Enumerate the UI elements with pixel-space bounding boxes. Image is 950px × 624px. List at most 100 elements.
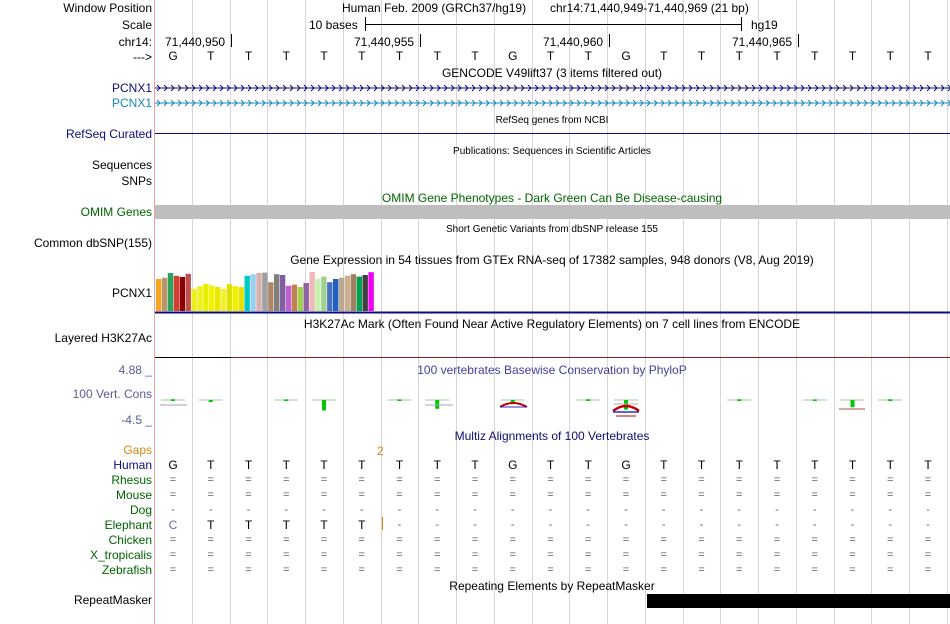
alignment-base: - <box>850 519 855 531</box>
phylop-max-label: 4.88 _ <box>118 363 152 377</box>
repeat-track-title[interactable]: Repeating Elements by RepeatMasker <box>449 579 655 593</box>
gencode-gene-label-2[interactable]: PCNX1 <box>111 96 152 110</box>
strand-chevron <box>520 84 525 92</box>
alignment-base: = <box>773 474 781 486</box>
species-label[interactable]: Zebrafish <box>101 563 152 577</box>
snps-track-label[interactable]: SNPs <box>121 174 152 188</box>
strand-chevron <box>919 99 924 107</box>
alignment-base: = <box>660 564 667 576</box>
strand-chevron <box>345 84 350 92</box>
strand-chevron <box>562 84 567 92</box>
multiz-track-title[interactable]: Multiz Alignments of 100 Vertebrates <box>454 429 650 443</box>
dbsnp-track-label[interactable]: Common dbSNP(155) <box>33 236 152 250</box>
strand-chevron <box>541 99 546 107</box>
gencode-transcript-1 <box>155 84 950 92</box>
gtex-tissue-bar <box>220 289 227 311</box>
species-label[interactable]: Dog <box>129 503 152 517</box>
strand-chevron <box>289 99 294 107</box>
reference-base: T <box>584 49 592 63</box>
gtex-expression-chart[interactable] <box>155 266 950 316</box>
strand-chevron <box>436 99 441 107</box>
strand-chevron <box>415 99 420 107</box>
strand-chevron <box>597 84 602 92</box>
alignment-base: - <box>322 504 326 516</box>
reference-base: T <box>358 49 366 63</box>
h3k27ac-track-title[interactable]: H3K27Ac Mark (Often Found Near Active Re… <box>303 317 801 331</box>
alignment-base: = <box>773 564 781 576</box>
pubs-track-title[interactable]: Publications: Sequences in Scientific Ar… <box>453 146 651 157</box>
gencode-track-title[interactable]: GENCODE V49lift37 (3 items filtered out) <box>441 66 663 80</box>
alignment-base: T <box>433 458 441 472</box>
refseq-gene-line[interactable] <box>155 133 950 134</box>
species-label[interactable]: Chicken <box>108 533 152 547</box>
species-label[interactable]: Human <box>113 458 152 472</box>
strand-chevron <box>625 99 630 107</box>
strand-chevron <box>401 99 406 107</box>
strand-chevron <box>639 84 644 92</box>
species-label[interactable]: Elephant <box>104 518 152 532</box>
species-label[interactable]: Rhesus <box>111 473 152 487</box>
alignment-base: = <box>660 474 667 486</box>
refseq-track-title[interactable]: RefSeq genes from NCBI <box>495 115 609 126</box>
gencode-gene-label-1[interactable]: PCNX1 <box>111 81 152 95</box>
strand-chevron <box>667 84 672 92</box>
gtex-tissue-bar <box>327 282 333 311</box>
strand-chevron <box>156 84 161 92</box>
phylop-min-label: -4.5 _ <box>121 413 152 427</box>
gencode-gene-models[interactable] <box>155 82 950 110</box>
gtex-tissue-bar <box>203 283 209 311</box>
sequences-track-label[interactable]: Sequences <box>91 158 152 172</box>
strand-chevron <box>758 84 763 92</box>
strand-chevron <box>646 99 651 107</box>
alignment-base: - <box>171 504 175 516</box>
gtex-tissue-bar <box>167 273 174 311</box>
gtex-track-title[interactable]: Gene Expression in 54 tissues from GTEx … <box>290 253 814 267</box>
strand-chevron <box>590 84 595 92</box>
strand-chevron <box>492 99 497 107</box>
alignment-base: - <box>435 519 440 531</box>
repeat-element-block[interactable] <box>647 594 950 608</box>
alignment-base: = <box>434 534 441 546</box>
browser-track-area[interactable]: Human Feb. 2009 (GRCh37/hg19) chr14:71,4… <box>155 0 950 624</box>
strand-chevron <box>387 99 392 107</box>
phylop-track-label[interactable]: 100 Vert. Cons <box>72 387 152 401</box>
phylop-conservation-plot[interactable] <box>155 385 950 425</box>
alignment-base: = <box>849 564 856 576</box>
gtex-tissue-bar <box>244 275 250 311</box>
strand-chevron <box>856 84 861 92</box>
strand-chevron <box>688 84 693 92</box>
strand-chevron <box>772 99 777 107</box>
strand-chevron <box>793 99 798 107</box>
strand-chevron <box>457 84 462 92</box>
repeatmasker-track-label[interactable]: RepeatMasker <box>73 593 152 607</box>
phylop-score-bar <box>586 399 591 401</box>
strand-chevron <box>240 84 245 92</box>
strand-chevron <box>786 84 791 92</box>
omim-track-title[interactable]: OMIM Gene Phenotypes - Dark Green Can Be… <box>381 191 723 205</box>
omim-gene-bar[interactable] <box>155 205 950 219</box>
strand-chevron <box>933 84 938 92</box>
alignment-base: = <box>811 549 818 561</box>
strand-chevron <box>660 84 665 92</box>
assembly-title: Human Feb. 2009 (GRCh37/hg19) <box>342 1 527 15</box>
refseq-track-label[interactable]: RefSeq Curated <box>65 127 152 141</box>
strand-chevron <box>527 84 532 92</box>
strand-chevron <box>765 84 770 92</box>
coord-tick-1: 71,440,950 <box>165 35 226 49</box>
omim-track-label[interactable]: OMIM Genes <box>80 205 152 219</box>
alignment-base: = <box>698 549 705 561</box>
species-label[interactable]: Mouse <box>115 488 152 502</box>
alignment-base: = <box>698 564 705 576</box>
strand-chevron <box>639 99 644 107</box>
h3k27ac-track-label[interactable]: Layered H3K27Ac <box>54 331 152 345</box>
gtex-tissue-bar <box>156 279 162 311</box>
phylop-score-bar <box>397 399 402 401</box>
strand-chevron <box>338 84 343 92</box>
dbsnp-track-title[interactable]: Short Genetic Variants from dbSNP releas… <box>446 224 658 235</box>
phylop-track-title[interactable]: 100 vertebrates Basewise Conservation by… <box>417 363 687 377</box>
gtex-track-label[interactable]: PCNX1 <box>111 286 152 300</box>
strand-chevron <box>821 99 826 107</box>
alignment-base: = <box>207 534 214 546</box>
species-label[interactable]: X_tropicalis <box>89 548 152 562</box>
alignment-base: = <box>169 534 177 546</box>
